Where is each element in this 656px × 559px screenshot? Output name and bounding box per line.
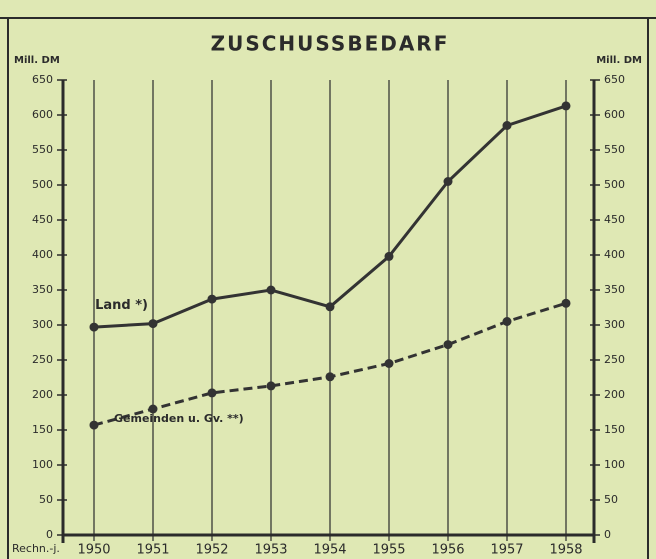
y2-tick-label: 100 [604,458,625,471]
y-tick-label: 250 [32,353,53,366]
y2-tick-label: 600 [604,108,625,121]
point [148,404,158,414]
chart-title: ZUSCHUSSBEDARF [211,32,450,56]
y2-tick-label: 50 [604,493,618,506]
y2-tick-label: 150 [604,423,625,436]
y-tick-label: 100 [32,458,53,471]
y-tick-label: 400 [32,248,53,261]
x-tick-label: 1950 [77,543,110,558]
y-tick-label: 500 [32,178,53,191]
y-tick-label: 550 [32,143,53,156]
point [207,294,217,304]
y-tick-label: 50 [39,493,53,506]
point [207,388,217,398]
point [325,302,335,312]
point [502,317,512,326]
point [502,121,512,130]
x-tick-label: 1958 [549,543,582,558]
y-tick-label: 0 [46,528,53,541]
point [561,101,571,111]
point [89,420,99,430]
y-axis-label: Mill. DM [14,55,60,66]
point [384,251,394,261]
x-tick-label: 1957 [490,543,523,558]
point [325,372,335,382]
y2-tick-label: 500 [604,178,625,191]
y-tick-label: 650 [32,73,53,86]
point [384,359,394,368]
y-tick-label: 450 [32,213,53,226]
y2-tick-label: 300 [604,318,625,331]
point [266,285,276,295]
y-tick-label: 300 [32,318,53,331]
series-label: Land *) [95,298,148,313]
point [89,322,99,332]
y2-tick-label: 350 [604,283,625,296]
x-tick-label: 1953 [254,543,287,558]
y2-tick-label: 450 [604,213,625,226]
x-axis-label: Rechn.-j. [12,542,60,555]
x-tick-label: 1956 [431,543,464,558]
y2-tick-label: 400 [604,248,625,261]
point [443,340,453,350]
y2-tick-label: 650 [604,73,625,86]
series-label: Gemeinden u. Gv. **) [114,412,244,425]
point [266,381,276,391]
point [561,298,571,308]
y2-axis-label: Mill. DM [596,55,642,66]
y2-tick-label: 250 [604,353,625,366]
x-tick-label: 1951 [136,543,169,558]
y-tick-label: 200 [32,388,53,401]
x-tick-label: 1955 [372,543,405,558]
point [148,319,158,329]
y-tick-label: 350 [32,283,53,296]
y-tick-label: 600 [32,108,53,121]
y2-tick-label: 200 [604,388,625,401]
y2-tick-label: 0 [604,528,611,541]
point [443,177,453,186]
x-tick-label: 1952 [195,543,228,558]
y2-tick-label: 550 [604,143,625,156]
x-tick-label: 1954 [313,543,346,558]
y-tick-label: 150 [32,423,53,436]
